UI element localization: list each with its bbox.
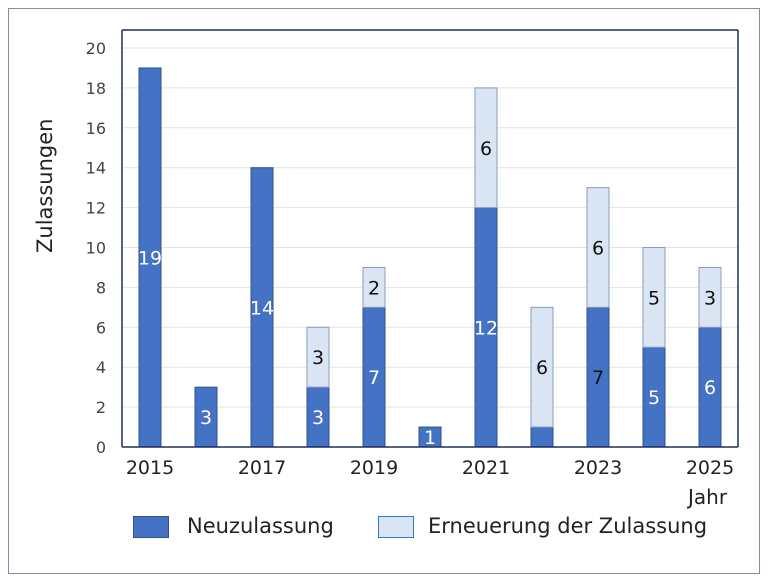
y-tick-label: 6: [96, 318, 106, 337]
y-tick-label: 12: [86, 199, 106, 218]
data-label: 3: [312, 347, 324, 369]
bar-erneuerung-2022: [530, 306, 554, 428]
data-label: 5: [648, 387, 660, 409]
data-label: 7: [368, 367, 380, 389]
data-label: 6: [480, 138, 492, 160]
x-tick-label: 2023: [574, 457, 622, 479]
y-tick-label: 8: [96, 278, 106, 297]
bar-erneuerung-2021: [474, 87, 498, 209]
legend-swatch-erneuerung: [378, 516, 414, 538]
y-tick-label: 10: [86, 239, 106, 258]
y-tick-label: 2: [96, 398, 106, 417]
chart-frame: [8, 8, 760, 574]
data-label: 14: [250, 297, 274, 319]
y-tick-label: 4: [96, 358, 106, 377]
data-label: 3: [312, 407, 324, 429]
x-tick-label: 2021: [462, 457, 510, 479]
y-tick-label: 20: [86, 39, 106, 58]
x-axis-label: Jahr: [688, 485, 728, 509]
data-label: 2: [368, 277, 380, 299]
legend-label-erneuerung: Erneuerung der Zulassung: [428, 514, 708, 538]
x-tick-label: 2017: [238, 457, 286, 479]
legend-swatch-neuzulassung: [133, 516, 169, 538]
bar-neuzulassung-2022: [530, 426, 554, 448]
bar-erneuerung-2019: [362, 266, 386, 308]
data-label: 1: [424, 427, 436, 449]
y-tick-label: 0: [96, 438, 106, 457]
data-label: 6: [704, 377, 716, 399]
data-label: 19: [138, 247, 162, 269]
y-tick-label: 14: [86, 159, 106, 178]
x-tick-label: 2019: [350, 457, 398, 479]
legend-label-neuzulassung: Neuzulassung: [187, 514, 334, 538]
bar-erneuerung-2024: [642, 247, 666, 348]
data-label: 12: [474, 317, 498, 339]
x-tick-label: 2015: [126, 457, 174, 479]
data-label: 6: [536, 357, 548, 379]
bar-erneuerung-2018: [306, 326, 330, 388]
y-tick-label: 18: [86, 79, 106, 98]
bar-erneuerung-2023: [586, 187, 610, 308]
y-axis-label: Zulassungen: [33, 118, 57, 253]
data-label: 3: [200, 407, 212, 429]
data-label: 5: [648, 287, 660, 309]
data-label: 3: [704, 287, 716, 309]
x-tick-label: 2025: [686, 457, 734, 479]
data-label: 7: [592, 367, 604, 389]
data-label: 6: [592, 238, 604, 260]
y-tick-label: 16: [86, 119, 106, 138]
bar-erneuerung-2025: [698, 266, 722, 328]
